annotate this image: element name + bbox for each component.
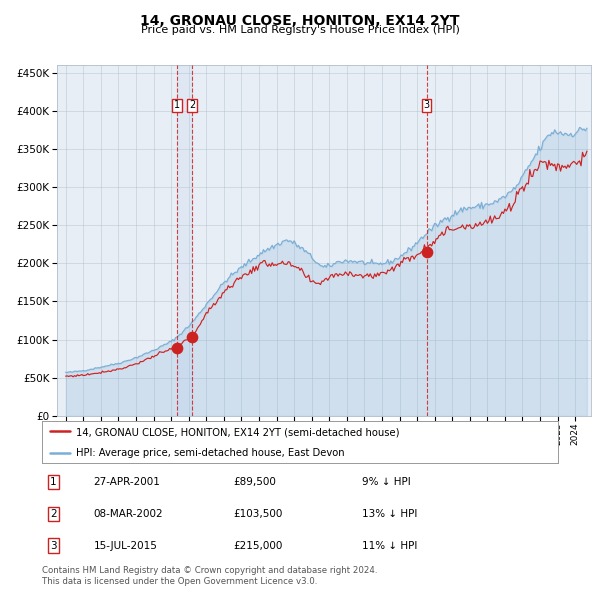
Text: 2: 2 bbox=[189, 100, 195, 110]
Text: 13% ↓ HPI: 13% ↓ HPI bbox=[362, 509, 417, 519]
Text: HPI: Average price, semi-detached house, East Devon: HPI: Average price, semi-detached house,… bbox=[76, 448, 344, 458]
Text: 14, GRONAU CLOSE, HONITON, EX14 2YT: 14, GRONAU CLOSE, HONITON, EX14 2YT bbox=[140, 14, 460, 28]
Point bbox=[172, 343, 182, 352]
Text: 1: 1 bbox=[50, 477, 56, 487]
Text: £89,500: £89,500 bbox=[233, 477, 276, 487]
Text: 9% ↓ HPI: 9% ↓ HPI bbox=[362, 477, 410, 487]
Text: 27-APR-2001: 27-APR-2001 bbox=[94, 477, 160, 487]
Point bbox=[422, 247, 431, 257]
Text: 15-JUL-2015: 15-JUL-2015 bbox=[94, 540, 157, 550]
Point bbox=[187, 332, 197, 342]
Text: 3: 3 bbox=[50, 540, 56, 550]
Bar bbox=[177, 65, 192, 416]
Text: 3: 3 bbox=[424, 100, 430, 110]
Text: £215,000: £215,000 bbox=[233, 540, 282, 550]
Text: Contains HM Land Registry data © Crown copyright and database right 2024.
This d: Contains HM Land Registry data © Crown c… bbox=[42, 566, 377, 586]
Text: 1: 1 bbox=[174, 100, 180, 110]
Text: Price paid vs. HM Land Registry's House Price Index (HPI): Price paid vs. HM Land Registry's House … bbox=[140, 25, 460, 35]
Text: £103,500: £103,500 bbox=[233, 509, 282, 519]
Text: 08-MAR-2002: 08-MAR-2002 bbox=[94, 509, 163, 519]
Text: 14, GRONAU CLOSE, HONITON, EX14 2YT (semi-detached house): 14, GRONAU CLOSE, HONITON, EX14 2YT (sem… bbox=[76, 427, 399, 437]
Text: 2: 2 bbox=[50, 509, 56, 519]
Text: 11% ↓ HPI: 11% ↓ HPI bbox=[362, 540, 417, 550]
